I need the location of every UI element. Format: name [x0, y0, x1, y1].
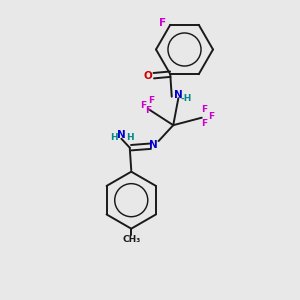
Text: O: O	[144, 71, 153, 81]
Text: F: F	[201, 119, 207, 128]
Text: N: N	[149, 140, 158, 150]
Text: N: N	[117, 130, 126, 140]
Text: H: H	[126, 133, 134, 142]
Text: F: F	[148, 96, 154, 105]
Text: F: F	[201, 105, 207, 114]
Text: -H: -H	[181, 94, 192, 103]
Text: F: F	[140, 100, 146, 109]
Text: H: H	[110, 133, 118, 142]
Text: F: F	[208, 112, 214, 121]
Text: N: N	[174, 90, 183, 100]
Text: F: F	[145, 106, 152, 115]
Text: F: F	[159, 18, 166, 28]
Text: CH₃: CH₃	[122, 235, 140, 244]
